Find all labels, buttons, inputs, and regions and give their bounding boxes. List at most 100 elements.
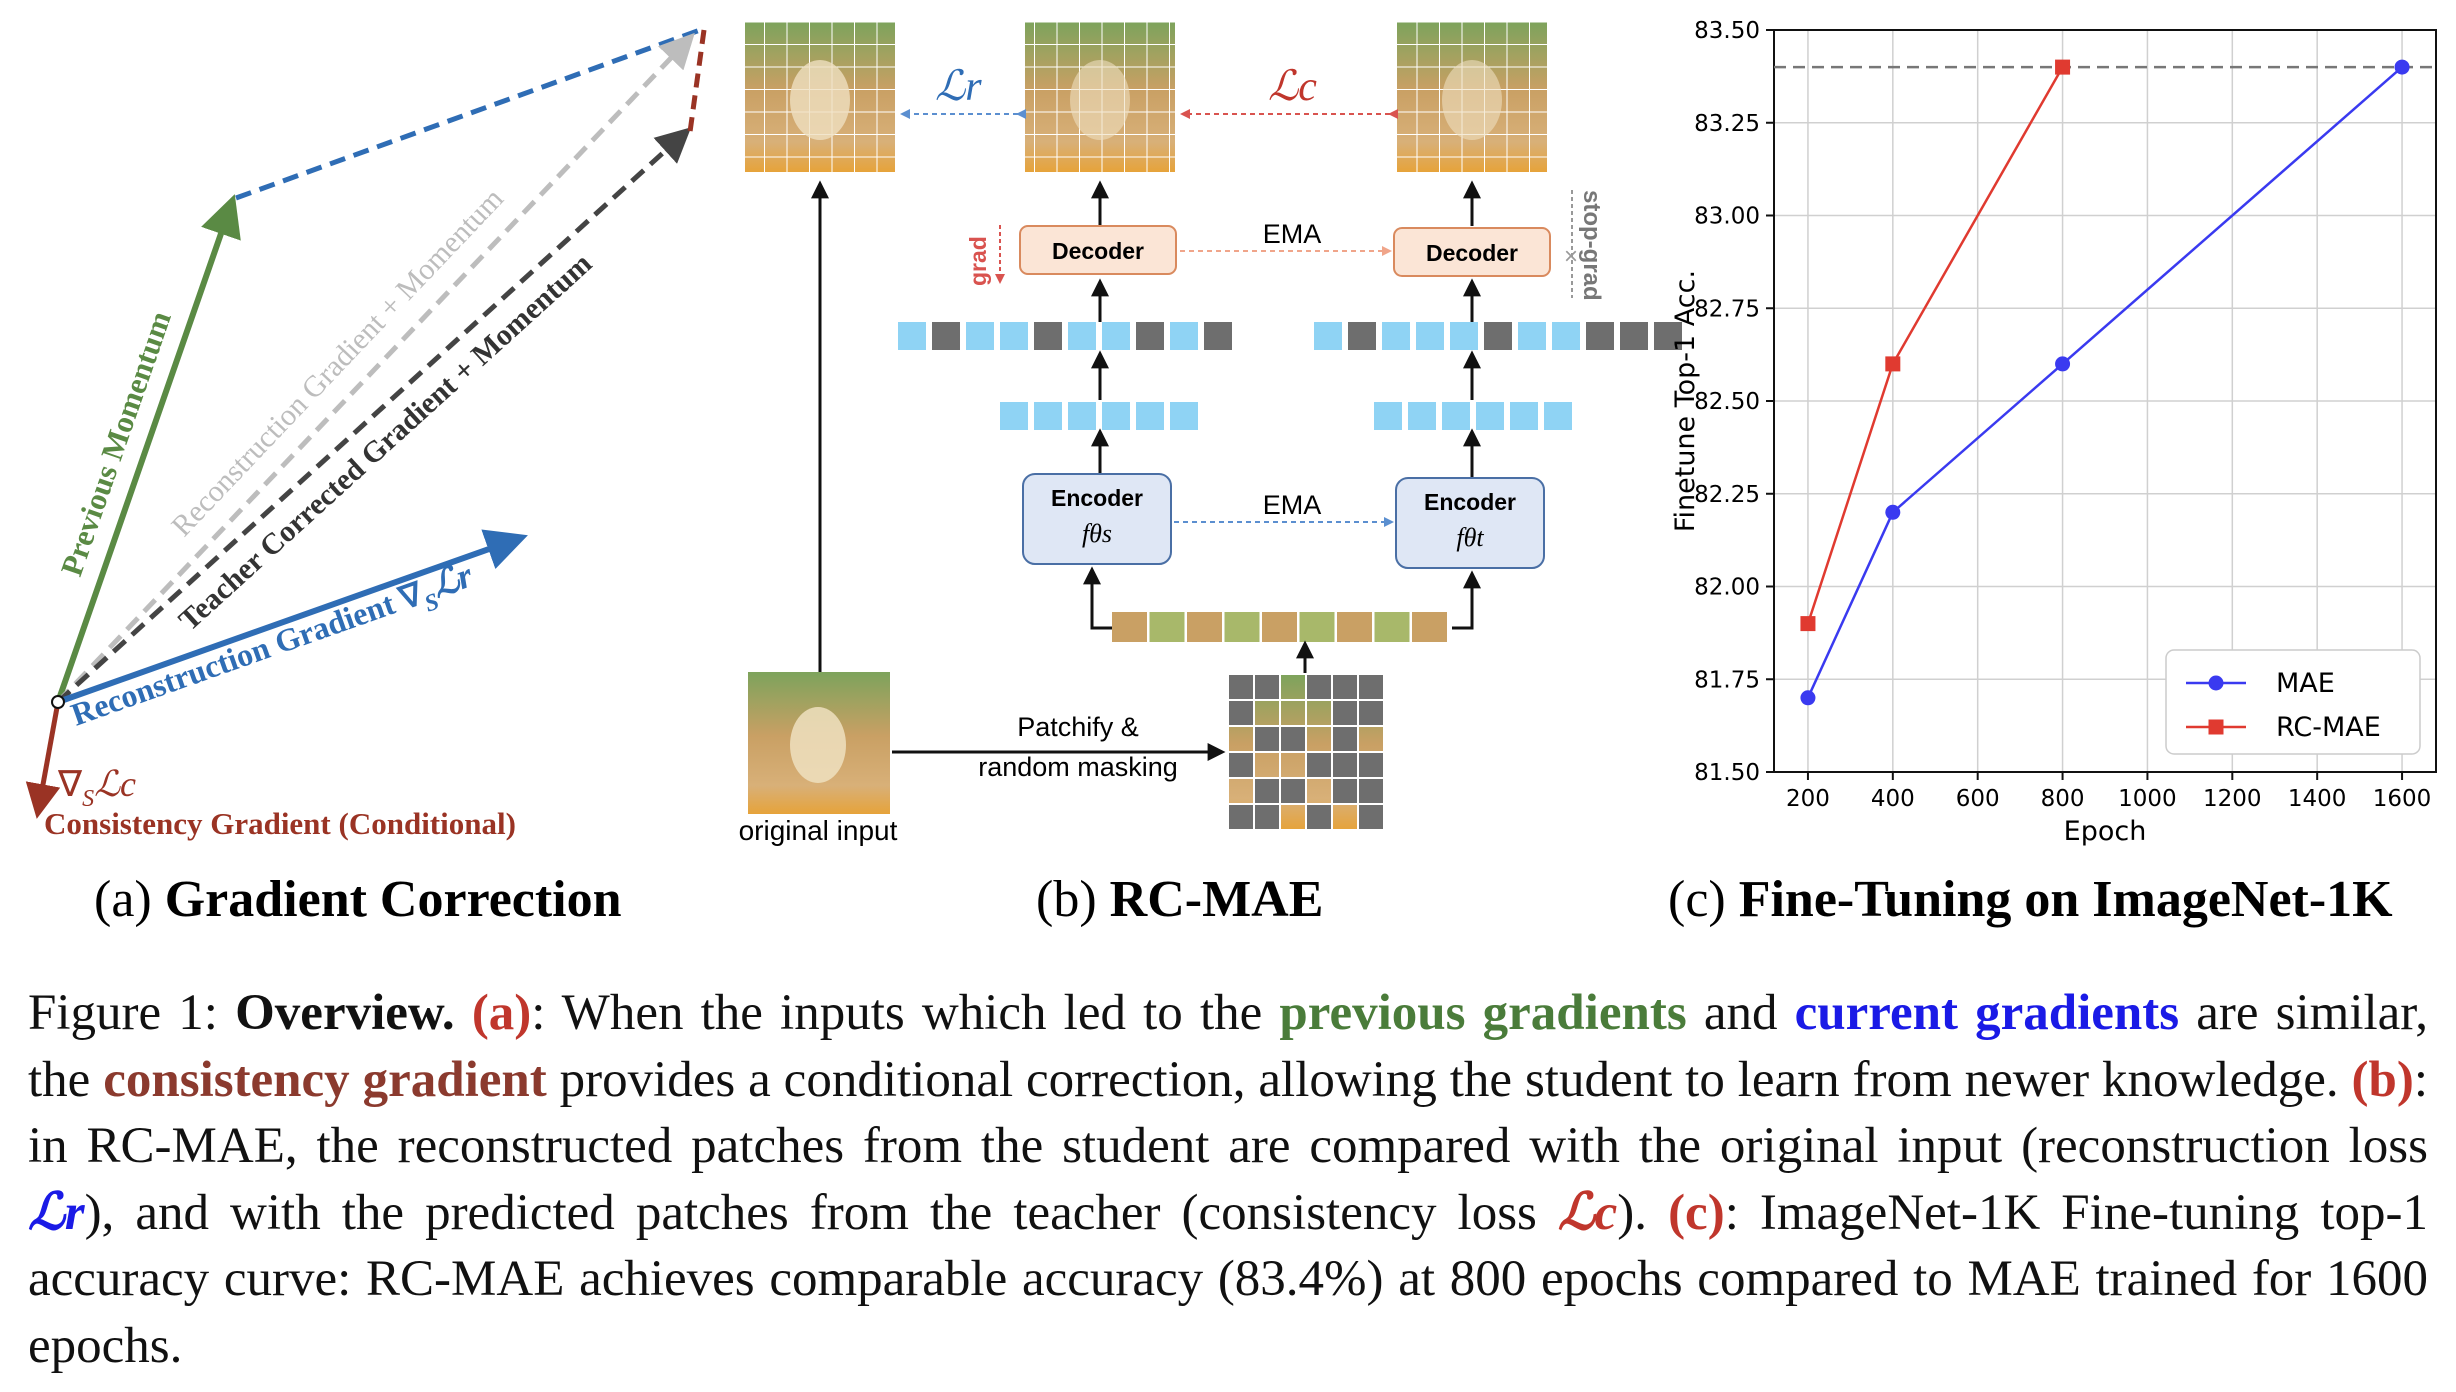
figure-caption: Figure 1: Overview. (a): When the inputs…: [28, 985, 2429, 1374]
masked-patch: [1253, 725, 1281, 753]
x-tick-label: 600: [1956, 786, 2000, 812]
point-rc-mae: [1885, 356, 1901, 372]
point-mae: [1885, 504, 1901, 520]
masked-patch: [1305, 673, 1333, 701]
origin-point: [51, 695, 65, 709]
legend-entry-label: RC-MAE: [2276, 712, 2381, 743]
visible-token: [1408, 402, 1436, 430]
visible-token: [1476, 402, 1504, 430]
masked-patch: [1253, 777, 1281, 805]
x-tick-label: 400: [1871, 786, 1915, 812]
masked-patch: [1279, 725, 1307, 753]
mask-token: [932, 322, 960, 350]
student-decoder-box: [1019, 225, 1177, 275]
point-mae: [2394, 59, 2410, 75]
visible-token: [1382, 322, 1410, 350]
previous-momentum-arrow: [55, 194, 241, 703]
masked-patch: [1331, 725, 1359, 753]
series-line-mae: [1806, 66, 2403, 699]
masked-patch: [1331, 777, 1359, 805]
mask-token: [1204, 322, 1232, 350]
mask-token: [1586, 322, 1614, 350]
visible-patch: [1149, 612, 1185, 642]
teacher-corrected-arrow: [56, 127, 692, 704]
masked-patch: [1357, 751, 1385, 779]
x-tick-label: 1000: [2118, 786, 2177, 812]
visible-token: [1068, 402, 1096, 430]
masked-patch: [1227, 803, 1255, 831]
masked-input-image: [1227, 673, 1385, 831]
mask-token: [1348, 322, 1376, 350]
masked-patch: [1279, 777, 1307, 805]
visible-patch: [1299, 612, 1335, 642]
y-tick-label: 82.50: [1694, 389, 1760, 415]
visible-token: [1314, 322, 1342, 350]
visible-token: [1102, 402, 1130, 430]
y-tick-label: 82.75: [1694, 296, 1760, 322]
original-input-label: original input: [739, 815, 898, 846]
masked-patch: [1357, 777, 1385, 805]
visible-token: [1416, 322, 1444, 350]
masked-patch: [1331, 699, 1359, 727]
finetune-accuracy-chart: 200 400 600 800 1000 1200 1400 1600 81.50 81.75 82…: [1670, 18, 2437, 847]
visible-token: [1442, 402, 1470, 430]
x-tick-label: 1400: [2288, 786, 2347, 812]
visible-token: [1000, 402, 1028, 430]
teacher-prediction-image: [1397, 22, 1547, 172]
masked-patch: [1253, 803, 1281, 831]
y-tick-label: 83.50: [1694, 18, 1760, 44]
y-tick-label: 81.75: [1694, 667, 1760, 693]
student-reconstruction-image: [1025, 22, 1175, 172]
series-line-rc-mae: [1806, 66, 2064, 624]
visible-patch: [1412, 612, 1447, 642]
original-input-image: [748, 672, 890, 814]
masked-patch: [1227, 673, 1255, 701]
visible-token: [898, 322, 926, 350]
patchify-label-line1: Patchify &: [1017, 712, 1139, 742]
student-latent-token-row: [1000, 402, 1198, 430]
visible-patch: [1262, 612, 1297, 642]
masked-patch: [1227, 699, 1255, 727]
x-tick-label: 1200: [2203, 786, 2262, 812]
visible-token: [1068, 322, 1096, 350]
masked-patch: [1357, 803, 1385, 831]
stop-grad-label: stop-grad: [1578, 190, 1605, 301]
consistency-gradient-label: Consistency Gradient (Conditional): [44, 806, 516, 841]
visible-token: [1000, 322, 1028, 350]
masked-patch: [1253, 673, 1281, 701]
teacher-latent-token-row: [1374, 402, 1572, 430]
decoder-ema-label: EMA: [1263, 219, 1322, 249]
visible-token: [1170, 402, 1198, 430]
visible-token: [1518, 322, 1546, 350]
y-tick-label: 83.25: [1694, 111, 1760, 137]
reconstruction-gradient-label: Reconstruction Gradient ∇Sℒr: [66, 554, 478, 732]
visible-patch: [1187, 612, 1222, 642]
visible-patch: [1224, 612, 1260, 642]
encoder-ema-label: EMA: [1263, 490, 1322, 520]
visible-token: [1102, 322, 1130, 350]
masked-patch: [1305, 803, 1333, 831]
x-tick-label: 1600: [2373, 786, 2432, 812]
teacher-decoder-box: [1393, 227, 1551, 277]
student-encoder-symbol: fθs: [1082, 519, 1112, 548]
point-rc-mae: [2055, 59, 2071, 75]
visible-token: [1034, 402, 1062, 430]
mask-token: [1034, 322, 1062, 350]
reconstruction-gradient-arrow: [56, 529, 528, 705]
teacher-encoder-box: [1395, 477, 1545, 569]
masked-patch: [1331, 751, 1359, 779]
patchify-label-line2: random masking: [978, 752, 1178, 782]
teacher-encoder-label: Encoder: [1424, 489, 1516, 515]
teacher-decoder-label: Decoder: [1426, 240, 1518, 266]
patches-to-teacher-arrow: [1452, 570, 1481, 630]
mask-token: [1654, 322, 1682, 350]
teacher-encoder-symbol: fθt: [1456, 523, 1484, 552]
original-target-image: [745, 22, 895, 172]
x-tick-label: 800: [2041, 786, 2085, 812]
loss-c-label: ℒc: [1268, 64, 1317, 110]
consistency-gradient-arrow: [25, 701, 61, 819]
stop-grad-x-icon: ×: [1564, 243, 1578, 270]
visible-token: [1510, 402, 1538, 430]
subcaption-a: (a) Gradient Correction: [94, 871, 622, 928]
point-rc-mae: [1800, 616, 1816, 632]
